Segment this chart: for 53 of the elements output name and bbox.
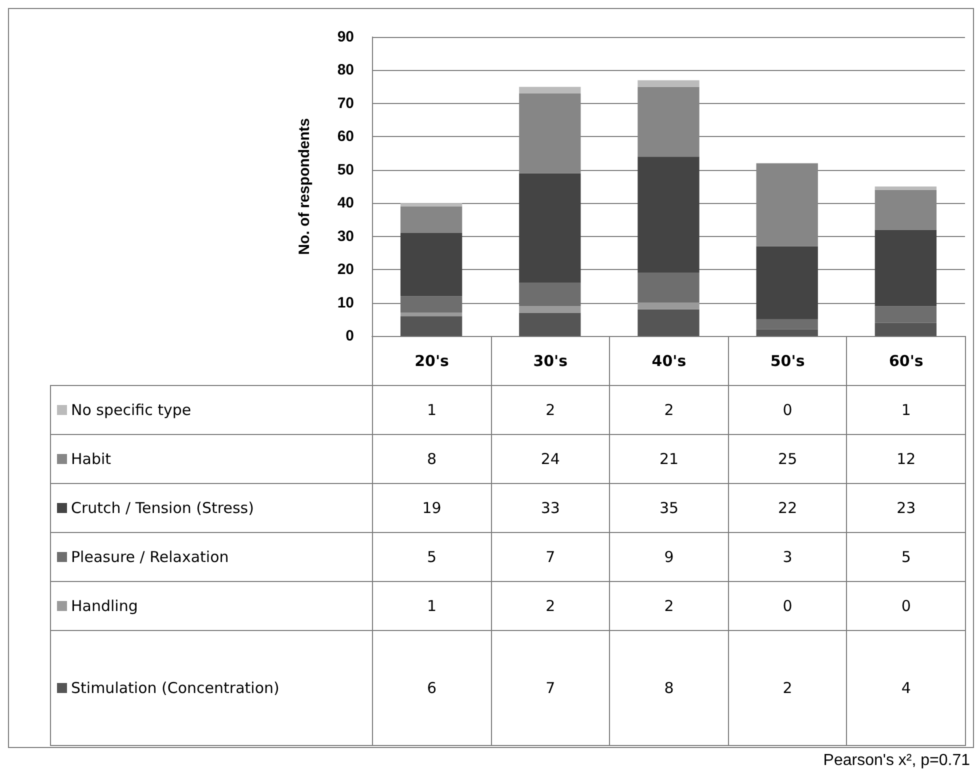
data-label: 2	[491, 582, 610, 630]
y-tick-label: 50	[337, 161, 354, 178]
data-label: 1	[372, 386, 492, 434]
data-label: 5	[846, 532, 966, 582]
data-label: 24	[491, 434, 610, 484]
data-label: 9	[610, 532, 728, 582]
data-label: 0	[846, 582, 966, 630]
data-label: 25	[728, 434, 847, 484]
y-tick-label: 10	[337, 294, 354, 312]
y-tick-label: 90	[337, 28, 354, 46]
x-tick-label: 30's	[491, 336, 610, 386]
legend-label: Habit	[50, 434, 372, 484]
data-label: 2	[728, 630, 847, 746]
data-label: 12	[846, 434, 966, 484]
y-tick-label: 40	[337, 194, 354, 212]
data-label: 22	[728, 484, 847, 532]
data-label: 3	[728, 532, 847, 582]
data-label: 5	[372, 532, 492, 582]
x-tick-label: 60's	[846, 336, 966, 386]
data-label: 33	[491, 484, 610, 532]
legend-label: Handling	[50, 582, 372, 630]
data-label: 1	[372, 582, 492, 630]
legend-label: Crutch / Tension (Stress)	[50, 484, 372, 532]
data-label: 1	[846, 386, 966, 434]
y-tick-label: 60	[337, 128, 354, 146]
data-label: 8	[372, 434, 492, 484]
data-label: 7	[491, 630, 610, 746]
legend-label: No specific type	[50, 386, 372, 434]
y-tick-label: 30	[337, 228, 354, 245]
legend-label: Stimulation (Concentration)	[50, 630, 372, 746]
data-label: 4	[846, 630, 966, 746]
y-tick-label: 0	[346, 328, 354, 344]
data-label: 35	[610, 484, 728, 532]
data-label: 8	[610, 630, 728, 746]
data-label: 0	[728, 386, 847, 434]
text: Pearson's x², p=0.71	[823, 752, 970, 770]
data-label: 2	[610, 582, 728, 630]
data-label: 21	[610, 434, 728, 484]
data-label: 23	[846, 484, 966, 532]
data-label: 0	[728, 582, 847, 630]
y-tick-label: 80	[337, 62, 354, 79]
data-label: 2	[491, 386, 610, 434]
data-label: 7	[491, 532, 610, 582]
data-label: 19	[372, 484, 492, 532]
x-tick-label: 40's	[610, 336, 728, 386]
data-label: 2	[610, 386, 728, 434]
legend-label: Pleasure / Relaxation	[50, 532, 372, 582]
y-axis-title: No. of respondents	[296, 118, 313, 255]
y-tick-label: 70	[337, 94, 354, 112]
x-tick-label: 50's	[728, 336, 847, 386]
data-label: 6	[372, 630, 492, 746]
y-tick-label: 20	[337, 261, 354, 278]
x-tick-label: 20's	[372, 336, 492, 386]
